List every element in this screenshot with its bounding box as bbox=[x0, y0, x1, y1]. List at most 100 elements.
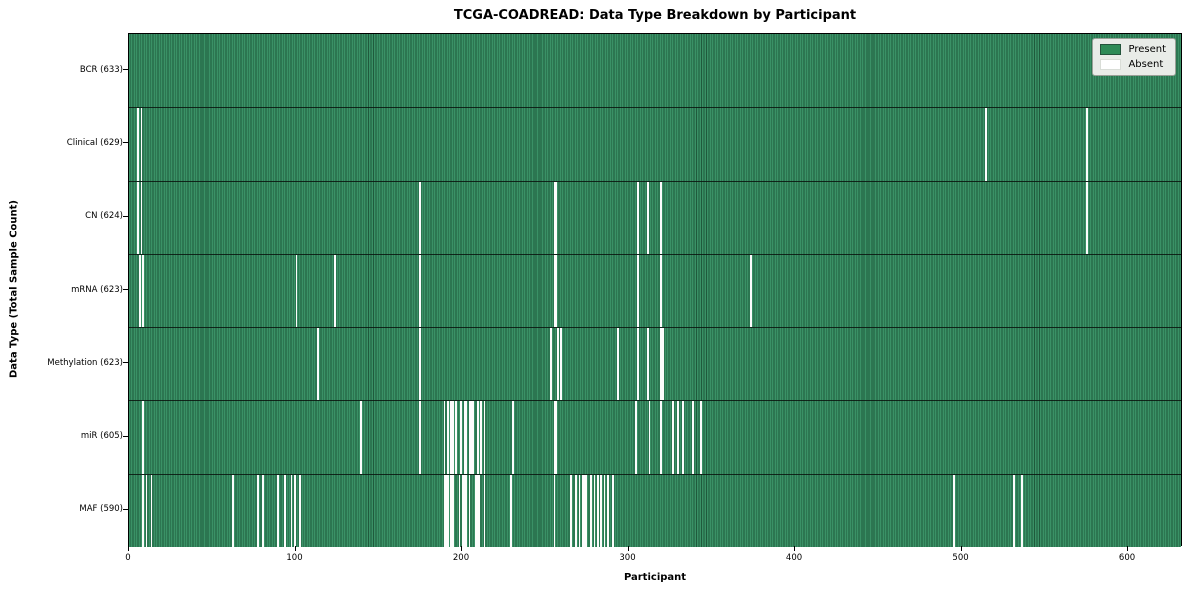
absent-line bbox=[142, 401, 145, 474]
absent-line bbox=[953, 474, 955, 547]
absent-line bbox=[298, 474, 301, 547]
absent-line bbox=[418, 328, 421, 401]
absent-line bbox=[418, 254, 421, 328]
x-tick-label-300: 300 bbox=[619, 553, 636, 563]
absent-line bbox=[445, 474, 448, 547]
present-swatch-icon bbox=[1100, 44, 1122, 55]
absent-line bbox=[646, 181, 649, 254]
chart-title: TCGA-COADREAD: Data Type Breakdown by Pa… bbox=[453, 8, 857, 23]
absent-line bbox=[277, 474, 279, 547]
heatmap-row-MAF bbox=[129, 473, 1181, 547]
x-tick-mark bbox=[794, 546, 796, 551]
x-tick-mark bbox=[128, 546, 129, 551]
absent-line bbox=[140, 108, 143, 181]
absent-line bbox=[463, 474, 466, 547]
absent-line bbox=[458, 474, 461, 547]
absent-line bbox=[465, 401, 468, 474]
absent-line bbox=[290, 474, 293, 547]
y-tick-mark bbox=[123, 435, 128, 437]
absent-line bbox=[636, 181, 639, 254]
absent-line bbox=[137, 108, 140, 181]
x-tick-label-600: 600 bbox=[1118, 553, 1136, 563]
absent-line bbox=[145, 474, 148, 547]
absent-line bbox=[671, 401, 674, 474]
absent-line bbox=[295, 254, 298, 328]
absent-line bbox=[553, 181, 556, 254]
absent-line bbox=[593, 474, 596, 547]
absent-line bbox=[635, 401, 637, 474]
absent-line bbox=[232, 474, 235, 547]
absent-line bbox=[460, 401, 463, 474]
absent-line bbox=[555, 181, 558, 254]
y-tick-mark bbox=[123, 362, 128, 364]
y-tick-label-Clinical: Clinical (629) bbox=[66, 137, 123, 148]
absent-line bbox=[511, 401, 514, 474]
legend-item-present: Present bbox=[1100, 44, 1166, 55]
y-tick-label-mRNA: mRNA (623) bbox=[71, 284, 123, 295]
absent-line bbox=[646, 328, 649, 401]
absent-line bbox=[676, 401, 679, 474]
absent-line bbox=[138, 254, 141, 328]
absent-line bbox=[560, 328, 563, 401]
absent-line bbox=[1086, 181, 1089, 254]
y-tick-label-Methylation: Methylation (623) bbox=[47, 357, 123, 368]
y-tick-mark bbox=[123, 289, 128, 290]
absent-line bbox=[556, 328, 559, 401]
absent-line bbox=[570, 474, 573, 547]
absent-line bbox=[472, 401, 474, 474]
absent-line bbox=[660, 181, 662, 254]
absent-line bbox=[475, 474, 478, 547]
absent-line bbox=[636, 254, 639, 328]
x-tick-label-100: 100 bbox=[286, 553, 303, 563]
x-tick-label-400: 400 bbox=[785, 553, 803, 563]
y-tick-label-CN: CN (624) bbox=[85, 211, 123, 222]
absent-line bbox=[452, 474, 454, 547]
y-tick-mark bbox=[123, 142, 128, 144]
y-tick-mark bbox=[123, 508, 128, 510]
absent-line bbox=[1086, 108, 1089, 181]
absent-line bbox=[1021, 474, 1024, 547]
plot-area: Present Absent bbox=[128, 33, 1182, 547]
absent-line bbox=[660, 254, 662, 328]
absent-line bbox=[553, 474, 556, 547]
legend-item-absent: Absent bbox=[1100, 59, 1166, 70]
x-tick-mark bbox=[627, 546, 629, 551]
absent-line bbox=[636, 328, 639, 401]
legend-present-label: Present bbox=[1128, 44, 1166, 55]
absent-line bbox=[660, 328, 662, 401]
absent-line bbox=[606, 474, 609, 547]
absent-line bbox=[443, 474, 446, 547]
absent-line bbox=[142, 474, 145, 547]
absent-line bbox=[581, 474, 584, 547]
absent-line bbox=[142, 254, 145, 328]
absent-line bbox=[555, 254, 558, 328]
absent-line bbox=[477, 401, 479, 474]
absent-line bbox=[450, 401, 453, 474]
absent-line bbox=[578, 474, 581, 547]
absent-line bbox=[750, 254, 752, 328]
absent-line bbox=[470, 401, 473, 474]
absent-line bbox=[462, 474, 464, 547]
absent-line bbox=[583, 474, 586, 547]
absent-line bbox=[465, 474, 468, 547]
absent-line bbox=[611, 474, 614, 547]
absent-line bbox=[443, 401, 446, 474]
absent-line bbox=[477, 474, 479, 547]
absent-line bbox=[585, 474, 588, 547]
absent-line bbox=[660, 401, 662, 474]
absent-line bbox=[478, 474, 481, 547]
legend-absent-label: Absent bbox=[1128, 59, 1164, 70]
absent-line bbox=[510, 474, 513, 547]
absent-line bbox=[590, 474, 593, 547]
absent-line bbox=[293, 474, 296, 547]
absent-line bbox=[553, 401, 556, 474]
x-tick-label-0: 0 bbox=[125, 553, 131, 563]
absent-line bbox=[450, 474, 453, 547]
absent-line bbox=[283, 474, 286, 547]
heatmap-row-CN bbox=[129, 180, 1181, 254]
y-tick-label-BCR: BCR (633) bbox=[79, 64, 123, 75]
absent-line bbox=[447, 474, 449, 547]
x-tick-mark bbox=[960, 546, 962, 551]
absent-line bbox=[468, 474, 471, 547]
y-tick-label-MAF: MAF (590) bbox=[79, 504, 123, 515]
